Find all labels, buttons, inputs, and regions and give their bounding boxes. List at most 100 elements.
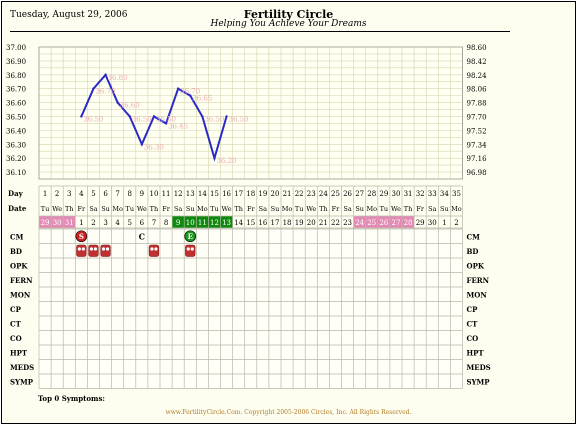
- day-number: 6: [103, 190, 108, 198]
- obs-row-label-right: MON: [467, 290, 488, 299]
- weekday-label: Su: [271, 205, 280, 213]
- temperature-data-label: 36.20: [216, 157, 236, 165]
- bd-heart-icon: [89, 245, 99, 257]
- cm-badge-letter: E: [188, 232, 193, 241]
- date-number: 18: [283, 219, 292, 227]
- obs-row-label-left: CT: [10, 319, 22, 328]
- day-number: 4: [79, 190, 84, 198]
- right-axis-tick: 98.60: [467, 44, 487, 52]
- bd-heart-icon: [77, 245, 87, 257]
- left-axis-tick: 36.60: [6, 100, 26, 108]
- weekday-label: Fr: [247, 205, 256, 213]
- date-number: 22: [331, 219, 340, 227]
- date-number: 5: [128, 219, 132, 227]
- date-number: 8: [164, 219, 168, 227]
- day-number: 5: [91, 190, 95, 198]
- date-number: 30: [53, 219, 62, 227]
- day-number: 23: [307, 190, 316, 198]
- obs-row-label-right: HPT: [467, 348, 485, 357]
- left-axis-tick: 36.50: [6, 113, 26, 121]
- date-number: 2: [454, 219, 458, 227]
- weekday-label: Tu: [380, 205, 389, 213]
- day-number: 26: [343, 190, 352, 198]
- weekday-label: Tu: [125, 205, 134, 213]
- bd-heart-icon: [149, 245, 159, 257]
- right-axis-tick: 97.88: [467, 100, 487, 108]
- day-number: 11: [162, 190, 171, 198]
- obs-row-label-left: BD: [10, 247, 22, 256]
- date-number: 11: [198, 219, 207, 227]
- bd-icon-detail: [94, 247, 97, 250]
- weekday-label: We: [391, 205, 401, 213]
- bd-icon-detail: [150, 247, 153, 250]
- temperature-point: [80, 115, 82, 117]
- weekday-label: Tu: [210, 205, 219, 213]
- obs-row-label-left: MON: [10, 290, 31, 299]
- day-number: 7: [115, 190, 119, 198]
- obs-row-label-right: OPK: [467, 261, 485, 270]
- weekday-label: Th: [150, 205, 159, 213]
- temperature-data-label: 36.80: [108, 74, 128, 82]
- top-symptoms-label: Top 0 Symptoms:: [38, 394, 105, 403]
- date-number: 9: [176, 219, 180, 227]
- date-number: 16: [258, 219, 267, 227]
- weekday-label: We: [137, 205, 147, 213]
- date-row-label: Date: [8, 204, 27, 213]
- date-number: 2: [91, 219, 95, 227]
- temperature-point: [165, 122, 167, 124]
- date-number: 14: [234, 219, 243, 227]
- date-number: 27: [391, 219, 400, 227]
- weekday-label: Sa: [89, 205, 97, 213]
- weekday-label: Th: [65, 205, 74, 213]
- weekday-label: We: [222, 205, 232, 213]
- right-axis-tick: 97.70: [467, 113, 487, 121]
- day-number: 27: [355, 190, 364, 198]
- temperature-data-label: 36.65: [192, 95, 212, 103]
- left-axis-tick: 36.90: [6, 58, 26, 66]
- day-number: 21: [283, 190, 292, 198]
- weekday-label: Th: [234, 205, 243, 213]
- date-number: 7: [152, 219, 156, 227]
- day-number: 17: [234, 190, 243, 198]
- date-number: 31: [65, 219, 74, 227]
- obs-row-label-right: CM: [467, 232, 481, 241]
- bd-icon-detail: [187, 247, 190, 250]
- obs-row-label-left: FERN: [10, 276, 33, 285]
- day-number: 33: [428, 190, 437, 198]
- weekday-label: Sa: [428, 205, 436, 213]
- plot-area: [39, 47, 463, 179]
- date-number: 26: [379, 219, 388, 227]
- weekday-label: Tu: [295, 205, 304, 213]
- day-number: 34: [440, 190, 449, 198]
- temperature-point: [129, 115, 131, 117]
- weekday-label: Fr: [78, 205, 87, 213]
- date-number: 17: [270, 219, 279, 227]
- day-number: 35: [452, 190, 461, 198]
- left-axis-tick: 36.20: [6, 155, 26, 163]
- date-number: 15: [246, 219, 255, 227]
- obs-row-label-right: CO: [467, 334, 479, 343]
- date-number: 1: [442, 219, 446, 227]
- temperature-data-label: 36.60: [120, 102, 140, 110]
- weekday-label: We: [306, 205, 316, 213]
- day-number: 1: [43, 190, 47, 198]
- date-number: 25: [367, 219, 376, 227]
- date-number: 3: [103, 219, 107, 227]
- day-number: 32: [416, 190, 425, 198]
- date-number: 13: [222, 219, 231, 227]
- weekday-label: Su: [355, 205, 364, 213]
- weekday-label: Sa: [174, 205, 182, 213]
- obs-row-label-right: FERN: [467, 276, 490, 285]
- bd-heart-icon: [101, 245, 111, 257]
- left-axis-tick: 36.80: [6, 72, 26, 80]
- right-axis-tick: 96.98: [467, 169, 487, 177]
- left-axis-tick: 36.10: [6, 169, 26, 177]
- day-row-label: Day: [8, 189, 24, 198]
- temperature-point: [189, 94, 191, 96]
- temperature-point: [116, 101, 118, 103]
- cm-badge-letter: S: [79, 232, 84, 241]
- left-axis-tick: 36.30: [6, 141, 26, 149]
- day-number: 29: [379, 190, 388, 198]
- weekday-label: Su: [186, 205, 195, 213]
